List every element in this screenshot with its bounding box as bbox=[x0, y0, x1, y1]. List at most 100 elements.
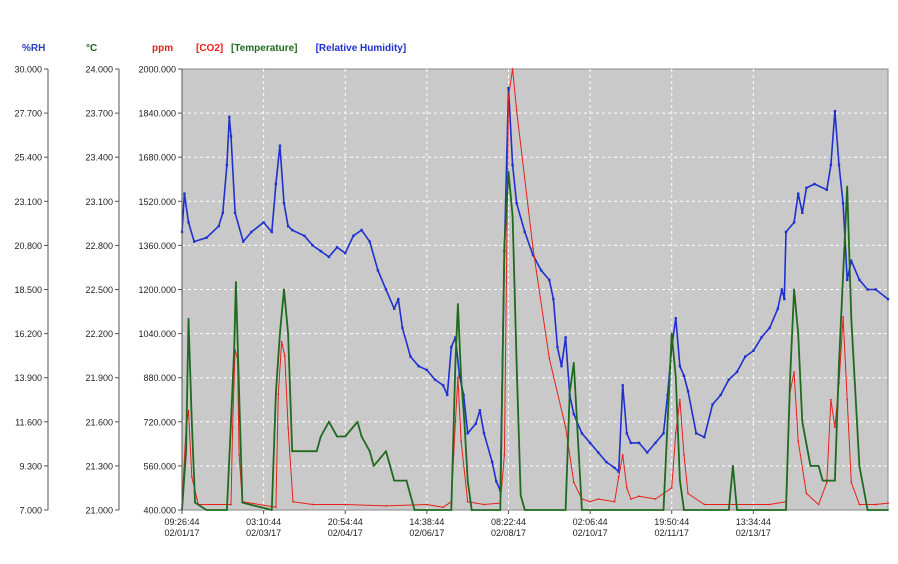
series-point-temp bbox=[460, 376, 463, 379]
series-point-rh bbox=[719, 393, 722, 397]
series-point-co2 bbox=[280, 340, 283, 343]
series-point-rh bbox=[572, 412, 575, 416]
series-point-temp bbox=[817, 465, 820, 467]
tick-label-temp: 23.100 bbox=[85, 197, 113, 207]
tick-label-co2: 1680.000 bbox=[138, 153, 176, 163]
series-point-co2 bbox=[687, 492, 689, 495]
series-point-co2 bbox=[190, 476, 193, 478]
series-point-temp bbox=[789, 376, 791, 379]
series-point-rh bbox=[792, 221, 796, 224]
series-point-rh bbox=[352, 234, 355, 238]
series-point-rh bbox=[682, 374, 686, 377]
tick-label-rh: 11.600 bbox=[15, 417, 42, 427]
series-point-rh bbox=[784, 230, 788, 234]
series-point-co2 bbox=[703, 503, 706, 506]
series-point-rh bbox=[270, 230, 273, 234]
series-point-rh bbox=[613, 466, 616, 470]
series-point-co2 bbox=[532, 247, 534, 250]
series-point-co2 bbox=[846, 398, 849, 401]
series-point-co2 bbox=[274, 506, 277, 509]
series-point-rh bbox=[825, 188, 828, 191]
tick-label-rh: 27.700 bbox=[14, 109, 42, 119]
series-point-rh bbox=[829, 163, 833, 167]
series-point-temp bbox=[385, 450, 387, 453]
series-point-rh bbox=[694, 432, 698, 435]
series-point-rh bbox=[735, 370, 739, 374]
x-tick-label-time: 19:50:44 bbox=[654, 517, 689, 527]
series-point-temp bbox=[519, 494, 522, 497]
series-point-temp bbox=[511, 215, 514, 217]
series-point-temp bbox=[233, 347, 236, 350]
tick-label-co2: 560.000 bbox=[143, 461, 176, 471]
series-point-temp bbox=[568, 391, 571, 394]
series-point-rh bbox=[454, 336, 457, 339]
x-tick-label-time: 03:10:44 bbox=[246, 517, 281, 527]
series-point-rh bbox=[768, 326, 771, 330]
series-point-co2 bbox=[507, 95, 510, 98]
series-point-temp bbox=[732, 465, 734, 467]
series-point-rh bbox=[187, 221, 190, 224]
series-point-rh bbox=[580, 432, 584, 435]
axis-unit-rh: %RH bbox=[22, 43, 45, 54]
series-point-rh bbox=[629, 441, 633, 445]
series-point-rh bbox=[523, 230, 526, 234]
x-tick-label-time: 02:06:44 bbox=[573, 517, 608, 527]
series-point-co2 bbox=[670, 487, 673, 489]
series-point-temp bbox=[187, 318, 190, 320]
series-point-temp bbox=[205, 509, 208, 511]
series-point-temp bbox=[190, 420, 193, 423]
series-point-temp bbox=[234, 281, 237, 284]
tick-label-co2: 880.000 bbox=[143, 373, 176, 383]
series-point-co2 bbox=[548, 357, 551, 360]
series-point-rh bbox=[625, 432, 629, 435]
series-point-temp bbox=[328, 420, 330, 423]
series-point-co2 bbox=[454, 420, 457, 423]
series-point-co2 bbox=[238, 453, 241, 456]
tick-label-co2: 1040.000 bbox=[138, 329, 176, 339]
tick-label-temp: 21.600 bbox=[85, 417, 113, 427]
series-point-rh bbox=[666, 393, 669, 397]
series-point-rh bbox=[250, 230, 253, 234]
series-point-rh bbox=[490, 460, 494, 464]
series-point-rh bbox=[217, 225, 220, 228]
series-point-co2 bbox=[768, 503, 771, 506]
series-point-temp bbox=[858, 465, 861, 467]
series-point-rh bbox=[654, 441, 657, 445]
series-point-temp bbox=[662, 509, 665, 511]
series-point-rh bbox=[783, 297, 786, 301]
series-point-co2 bbox=[515, 109, 518, 112]
series-point-rh bbox=[393, 307, 396, 310]
series-point-temp bbox=[315, 450, 318, 453]
series-point-co2 bbox=[817, 503, 820, 506]
series-point-temp bbox=[887, 509, 889, 511]
tick-label-rh: 20.800 bbox=[14, 241, 42, 251]
series-point-temp bbox=[564, 509, 567, 511]
series-point-rh bbox=[752, 349, 755, 353]
series-point-temp bbox=[470, 509, 473, 511]
x-tick-label-date: 02/04/17 bbox=[328, 528, 363, 538]
series-point-rh bbox=[560, 364, 563, 368]
series-point-co2 bbox=[621, 453, 624, 456]
tick-label-temp: 22.200 bbox=[85, 329, 113, 339]
series-point-rh bbox=[344, 251, 347, 255]
series-point-co2 bbox=[825, 481, 828, 484]
series-point-rh bbox=[646, 451, 649, 454]
series-point-co2 bbox=[503, 453, 506, 456]
series-point-co2 bbox=[425, 503, 428, 506]
series-point-temp bbox=[666, 420, 669, 423]
series-point-co2 bbox=[834, 426, 836, 429]
series-point-rh bbox=[495, 480, 498, 483]
series-point-temp bbox=[368, 450, 371, 453]
series-point-rh bbox=[474, 422, 478, 425]
series-point-rh bbox=[539, 269, 543, 272]
series-point-co2 bbox=[874, 503, 877, 506]
series-point-rh bbox=[621, 384, 624, 387]
tick-label-temp: 23.400 bbox=[85, 153, 113, 163]
series-point-rh bbox=[556, 345, 559, 349]
tick-label-co2: 1520.000 bbox=[138, 197, 176, 207]
tick-label-rh: 9.300 bbox=[19, 461, 42, 471]
series-point-rh bbox=[886, 297, 890, 301]
series-point-rh bbox=[564, 336, 567, 339]
series-point-co2 bbox=[683, 453, 685, 456]
series-point-temp bbox=[405, 479, 408, 482]
